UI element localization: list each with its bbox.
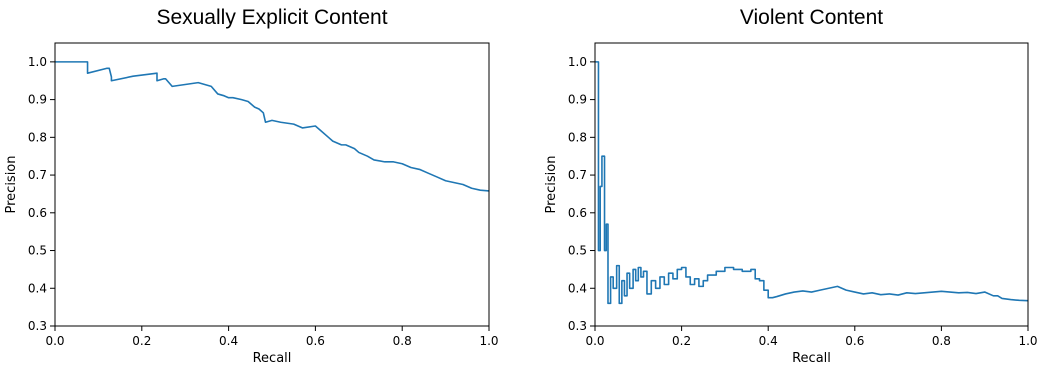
sexual-x-tick-label: 0.2 xyxy=(132,334,151,348)
violent-y-tick-label: 0.5 xyxy=(568,244,587,258)
violent-y-tick-label: 0.9 xyxy=(568,93,587,107)
violent-chart: Violent Content 0.0 0.2 0.4 0.6 0.8 1.0 0.3 0.4 0… xyxy=(544,6,1038,366)
violent-x-tick-label: 1.0 xyxy=(1018,334,1037,348)
sexual-y-tick-label: 0.6 xyxy=(28,206,47,220)
sexual-x-axis-label: Recall xyxy=(253,351,292,366)
violent-x-tick-label: 0.4 xyxy=(759,334,778,348)
violent-y-tick-label: 0.6 xyxy=(568,206,587,220)
violent-plot-frame xyxy=(594,42,1029,327)
violent-pr-curve xyxy=(595,61,1029,305)
sexual-x-tick-label: 0.0 xyxy=(45,334,64,348)
sexual-y-tick-label: 0.3 xyxy=(28,319,47,333)
sexual-x-tick-label: 0.4 xyxy=(219,334,238,348)
violent-x-tick-label: 0.6 xyxy=(845,334,864,348)
sexual-x-tick-label: 0.8 xyxy=(393,334,412,348)
violent-x-axis-label: Recall xyxy=(792,351,831,366)
sexual-plot-frame xyxy=(54,42,490,327)
sexual-x-tick-label: 0.6 xyxy=(306,334,325,348)
sexual-y-tick-label: 0.9 xyxy=(28,93,47,107)
violent-chart-title: Violent Content xyxy=(740,6,883,29)
violent-y-tick-label: 0.7 xyxy=(568,168,587,182)
violent-y-tick-label: 0.4 xyxy=(568,281,587,295)
sexual-x-tick-label: 1.0 xyxy=(479,334,498,348)
violent-x-tick-label: 0.0 xyxy=(585,334,604,348)
violent-y-tick-label: 1.0 xyxy=(568,55,587,69)
sexual-y-tick-label: 0.8 xyxy=(28,130,47,144)
sexual-y-tick-label: 0.5 xyxy=(28,244,47,258)
sexual-y-tick-label: 0.4 xyxy=(28,281,47,295)
sexual-y-tick-label: 1.0 xyxy=(28,55,47,69)
sexual-pr-curve xyxy=(55,61,490,192)
violent-y-tick-label: 0.8 xyxy=(568,130,587,144)
violent-y-axis-label: Precision xyxy=(544,155,559,213)
violent-x-tick-label: 0.2 xyxy=(672,334,691,348)
sexual-y-axis-label: Precision xyxy=(4,155,19,213)
violent-x-tick-label: 0.8 xyxy=(932,334,951,348)
sexual-chart: Sexually Explicit Content 0.0 0.2 0.4 0.6 0.8… xyxy=(4,6,499,366)
violent-y-tick-label: 0.3 xyxy=(568,319,587,333)
sexual-chart-title: Sexually Explicit Content xyxy=(156,6,387,29)
sexual-y-tick-label: 0.7 xyxy=(28,168,47,182)
